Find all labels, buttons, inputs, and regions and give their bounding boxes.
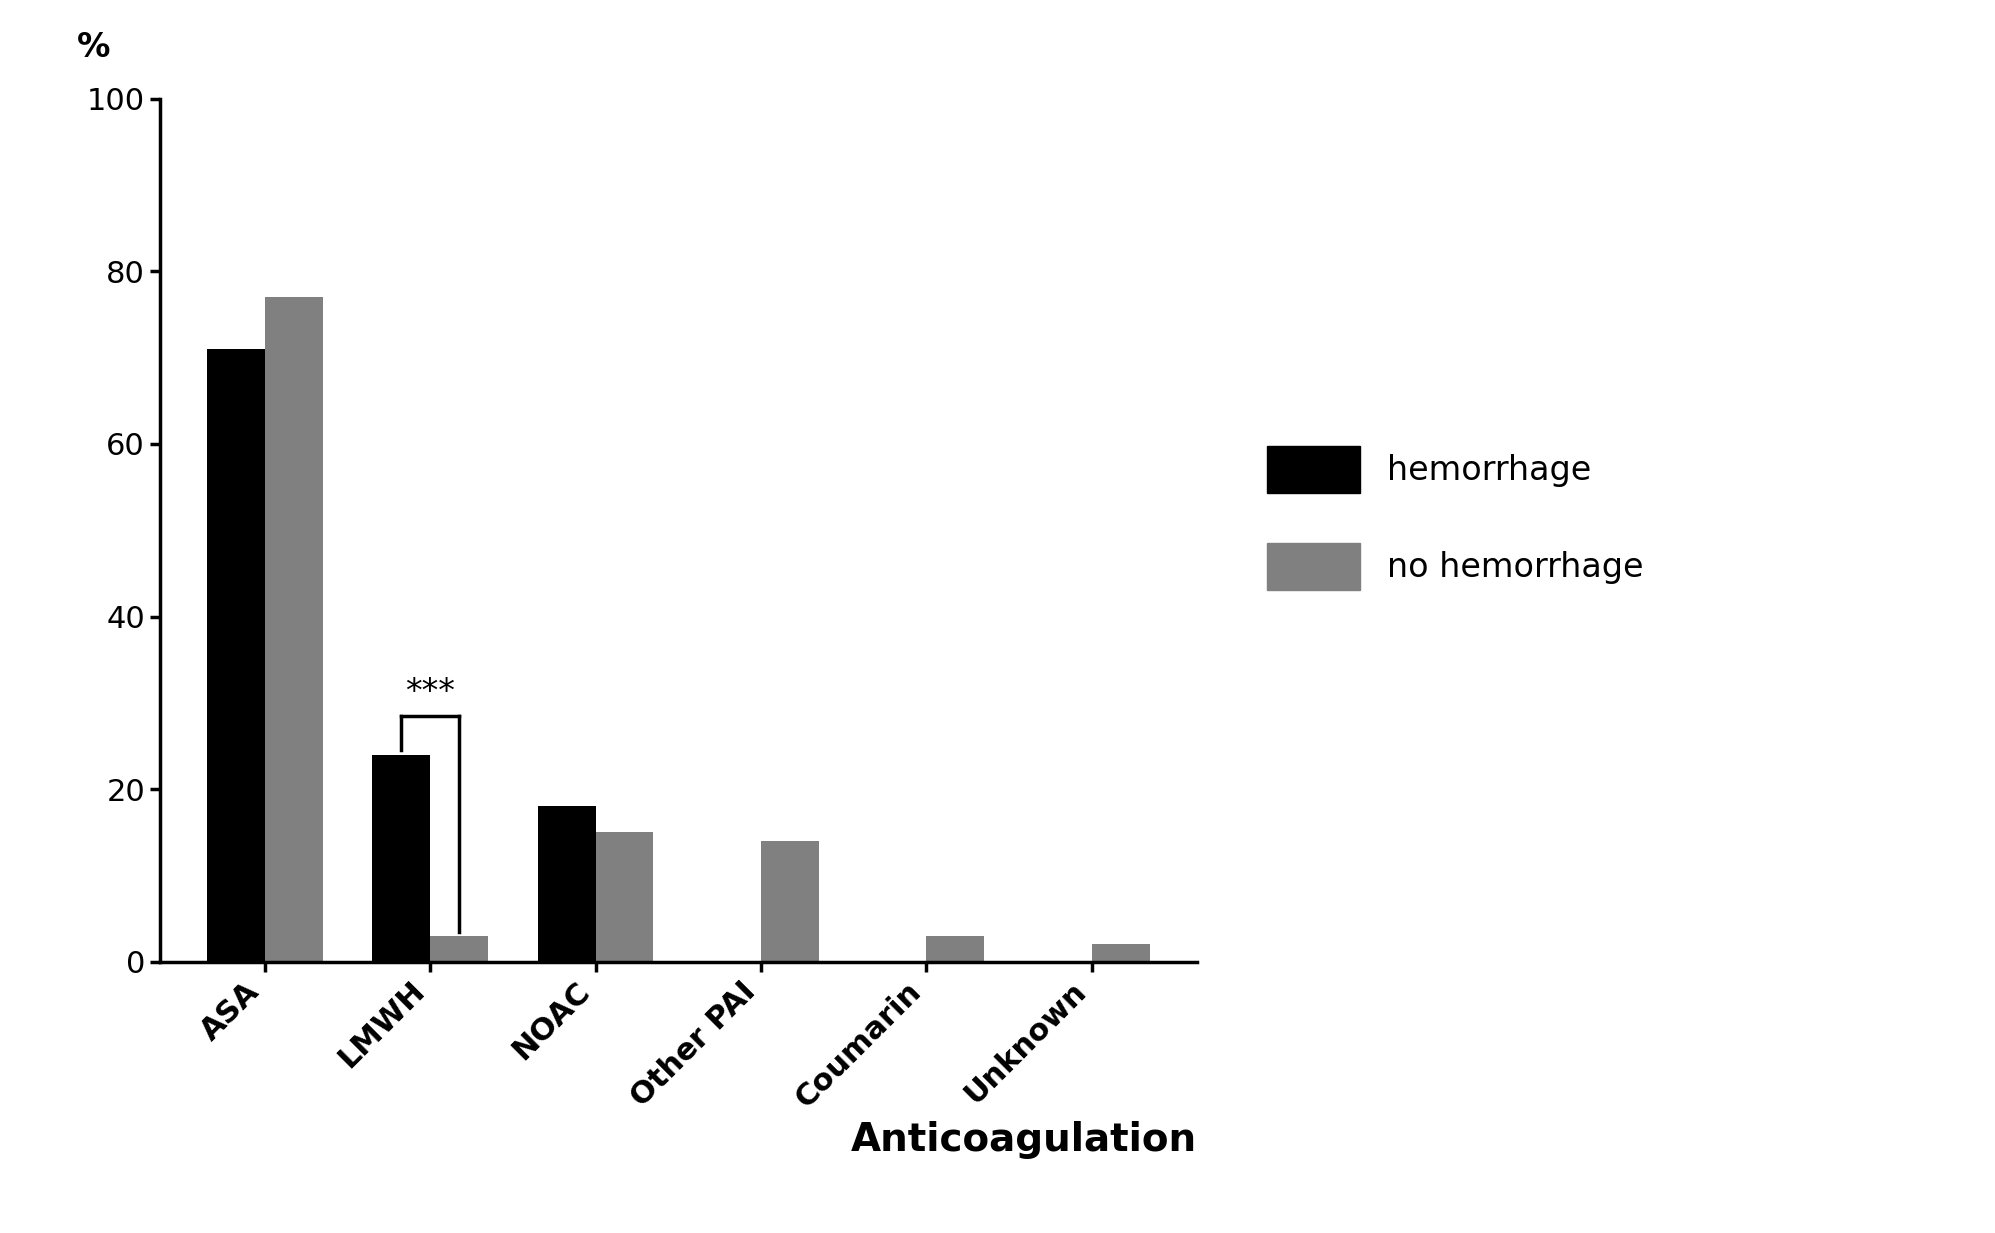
Bar (597, 832, 654, 962)
Bar (431, 936, 489, 962)
Text: %: % (76, 31, 110, 64)
Text: ***: *** (405, 676, 455, 709)
Bar (373, 755, 431, 962)
Legend: hemorrhage, no hemorrhage: hemorrhage, no hemorrhage (1253, 433, 1656, 603)
Bar (760, 841, 818, 962)
Bar (539, 806, 597, 962)
Bar (207, 349, 265, 962)
Bar (926, 936, 984, 962)
Bar (265, 297, 323, 962)
Bar (1091, 944, 1149, 962)
Text: Anticoagulation: Anticoagulation (852, 1121, 1197, 1159)
